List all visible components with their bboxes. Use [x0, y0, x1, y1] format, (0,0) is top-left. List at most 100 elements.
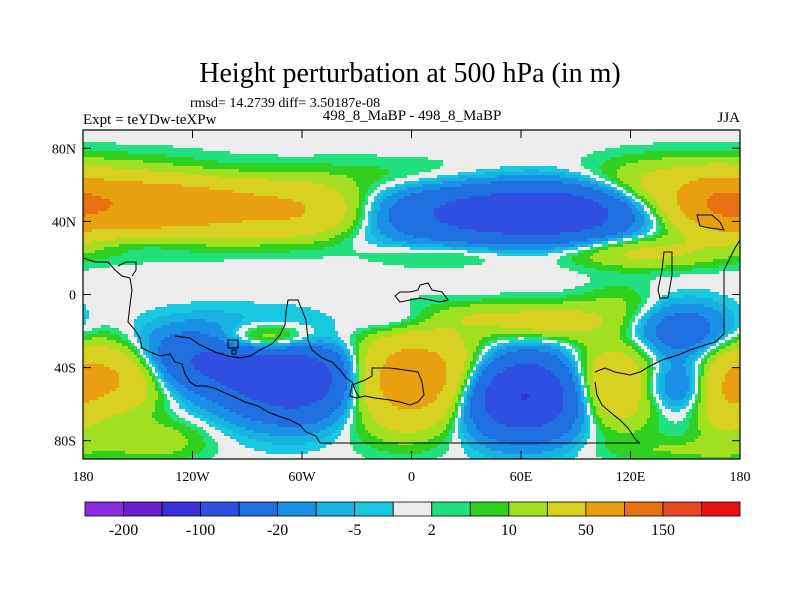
field-cell [431, 151, 434, 154]
field-cell [212, 193, 215, 196]
field-cell [698, 190, 701, 193]
field-cell [725, 136, 728, 139]
field-cell [371, 184, 374, 187]
field-cell [698, 154, 701, 157]
field-cell [107, 175, 110, 178]
field-cell [662, 187, 665, 190]
field-cell [614, 145, 617, 148]
field-cell [140, 151, 143, 154]
field-cell [668, 190, 671, 193]
field-cell [374, 133, 377, 136]
field-cell [668, 163, 671, 166]
field-cell [401, 136, 404, 139]
field-cell [614, 184, 617, 187]
field-cell [116, 136, 119, 139]
field-cell [659, 166, 662, 169]
field-cell [605, 190, 608, 193]
field-cell [566, 184, 569, 187]
field-cell [572, 190, 575, 193]
field-cell [578, 193, 581, 196]
field-cell [98, 151, 101, 154]
field-cell [653, 145, 656, 148]
field-cell [347, 169, 350, 172]
field-cell [353, 145, 356, 148]
field-cell [368, 136, 371, 139]
field-cell [353, 151, 356, 154]
field-cell [254, 151, 257, 154]
field-cell [587, 154, 590, 157]
field-cell [320, 187, 323, 190]
field-cell [161, 163, 164, 166]
field-cell [650, 178, 653, 181]
field-cell [272, 193, 275, 196]
field-cell [602, 163, 605, 166]
field-cell [629, 190, 632, 193]
field-cell [701, 181, 704, 184]
field-cell [161, 145, 164, 148]
field-cell [395, 187, 398, 190]
field-cell [578, 172, 581, 175]
field-cell [605, 169, 608, 172]
field-cell [503, 160, 506, 163]
field-cell [305, 178, 308, 181]
field-cell [629, 187, 632, 190]
field-cell [542, 178, 545, 181]
field-cell [710, 163, 713, 166]
field-cell [644, 172, 647, 175]
field-cell [662, 169, 665, 172]
field-cell [434, 166, 437, 169]
field-cell [221, 145, 224, 148]
field-cell [560, 178, 563, 181]
field-cell [566, 190, 569, 193]
field-cell [377, 160, 380, 163]
field-cell [653, 154, 656, 157]
field-cell [620, 151, 623, 154]
field-cell [683, 163, 686, 166]
field-cell [455, 151, 458, 154]
field-cell [485, 154, 488, 157]
field-cell [89, 133, 92, 136]
field-cell [446, 151, 449, 154]
field-cell [674, 190, 677, 193]
field-cell [272, 154, 275, 157]
field-cell [152, 181, 155, 184]
field-cell [299, 172, 302, 175]
field-cell [260, 133, 263, 136]
field-cell [425, 178, 428, 181]
field-cell [347, 160, 350, 163]
field-cell [281, 145, 284, 148]
field-cell [641, 154, 644, 157]
field-cell [512, 172, 515, 175]
field-cell [191, 139, 194, 142]
field-cell [539, 136, 542, 139]
field-cell [455, 163, 458, 166]
field-cell [275, 184, 278, 187]
field-cell [710, 181, 713, 184]
field-cell [89, 166, 92, 169]
field-cell [656, 169, 659, 172]
field-cell [668, 142, 671, 145]
field-cell [329, 151, 332, 154]
field-cell [722, 136, 725, 139]
field-cell [587, 148, 590, 151]
field-cell [128, 190, 131, 193]
field-cell [275, 136, 278, 139]
field-cell [683, 133, 686, 136]
field-cell [482, 172, 485, 175]
field-cell [668, 139, 671, 142]
field-cell [188, 145, 191, 148]
field-cell [467, 190, 470, 193]
field-cell [458, 178, 461, 181]
field-cell [518, 160, 521, 163]
field-cell [380, 145, 383, 148]
field-cell [248, 142, 251, 145]
field-cell [608, 151, 611, 154]
field-cell [395, 190, 398, 193]
field-cell [566, 157, 569, 160]
field-cell [671, 178, 674, 181]
field-cell [476, 187, 479, 190]
field-cell [191, 142, 194, 145]
field-cell [578, 154, 581, 157]
field-cell [488, 145, 491, 148]
field-cell [719, 175, 722, 178]
